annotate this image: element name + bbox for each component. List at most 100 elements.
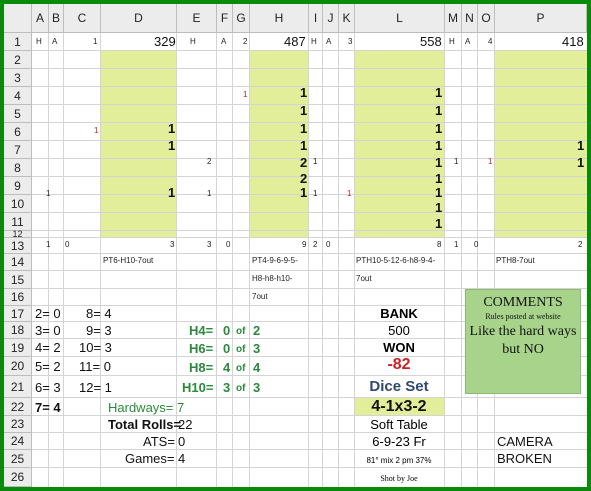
cell-j13[interactable]: 0 — [326, 240, 331, 249]
cell-l14-summary[interactable]: PTH10-5-12-6-h8-9-4- — [356, 256, 436, 265]
col-header-a[interactable]: A — [32, 4, 49, 33]
row-header-25[interactable]: 25 — [4, 450, 32, 468]
hardways-total[interactable]: Hardways= 7 — [108, 400, 185, 415]
cell-d1[interactable]: 329 — [154, 34, 176, 49]
hardway-h8-hit[interactable]: 4 — [223, 360, 231, 375]
total-rolls-value[interactable]: 22 — [178, 417, 193, 432]
row-header-23[interactable]: 23 — [4, 416, 32, 433]
cell-e10[interactable]: 1 — [207, 189, 212, 198]
row-header-15[interactable]: 15 — [4, 271, 32, 289]
row-header-12[interactable]: 12 — [4, 229, 32, 239]
col-header-p[interactable]: P — [495, 4, 587, 33]
count-5[interactable]: 5= 2 — [35, 359, 61, 374]
won-value[interactable]: -82 — [387, 356, 411, 373]
row-header-22[interactable]: 22 — [4, 398, 32, 416]
row-header-26[interactable]: 26 — [4, 468, 32, 487]
cell-l5[interactable]: 1 — [435, 103, 443, 118]
cell-h9[interactable]: 2 — [300, 171, 308, 186]
camera-label[interactable]: CAMERA — [497, 434, 553, 449]
cell-i1[interactable]: H — [311, 37, 317, 46]
cell-h14-summary[interactable]: PT4-9-6-9-5- — [252, 256, 298, 265]
cell-l6[interactable]: 1 — [435, 121, 443, 136]
row-header-13[interactable]: 13 — [4, 238, 32, 254]
cell-h10[interactable]: 1 — [300, 185, 308, 200]
hardway-h6-hit[interactable]: 0 — [223, 341, 231, 356]
cell-i13[interactable]: 2 — [313, 240, 318, 249]
col-header-h[interactable]: H — [250, 4, 309, 33]
cell-i10[interactable]: 1 — [313, 189, 318, 198]
cell-d10[interactable]: 1 — [168, 185, 176, 200]
cell-h7[interactable]: 1 — [300, 138, 308, 153]
games-value[interactable]: 4 — [178, 451, 186, 466]
cell-b1[interactable]: A — [52, 37, 58, 46]
cell-e13[interactable]: 3 — [207, 240, 212, 249]
row-header-6[interactable]: 6 — [4, 123, 32, 141]
cell-g1[interactable]: 2 — [243, 37, 248, 46]
cell-p13[interactable]: 2 — [578, 240, 583, 249]
cell-l10[interactable]: 1 — [435, 185, 443, 200]
row-header-7[interactable]: 7 — [4, 141, 32, 159]
cell-h6[interactable]: 1 — [300, 121, 308, 136]
row-header-16[interactable]: 16 — [4, 289, 32, 306]
cell-e1[interactable]: H — [190, 37, 196, 46]
hardway-h6-total[interactable]: 3 — [253, 341, 261, 356]
cell-m8[interactable]: 1 — [454, 157, 459, 166]
row-header-14[interactable]: 14 — [4, 254, 32, 271]
hardway-h4-label[interactable]: H4= — [189, 323, 214, 338]
col-header-m[interactable]: M — [445, 4, 462, 33]
hardway-h6-label[interactable]: H6= — [189, 341, 214, 356]
dice-set-value[interactable]: 4-1x3-2 — [371, 398, 427, 415]
row-header-3[interactable]: 3 — [4, 69, 32, 87]
cell-m1[interactable]: H — [449, 37, 455, 46]
count-2[interactable]: 2= 0 — [35, 306, 61, 321]
cell-i8[interactable]: 1 — [313, 157, 318, 166]
cell-h13[interactable]: 9 — [302, 240, 307, 249]
cell-h1[interactable]: 487 — [284, 34, 306, 49]
row-header-21[interactable]: 21 — [4, 376, 32, 398]
cell-l11[interactable]: 1 — [435, 200, 443, 215]
cell-f13[interactable]: 0 — [226, 240, 231, 249]
comments-note[interactable]: COMMENTS Rules posted at website Like th… — [465, 289, 581, 394]
cell-c6[interactable]: 1 — [94, 126, 99, 135]
cell-h8[interactable]: 2 — [300, 155, 308, 170]
cell-h15-summary[interactable]: H8-h8-h10- — [252, 274, 293, 283]
cell-h4[interactable]: 1 — [300, 85, 308, 100]
col-header-l[interactable]: L — [355, 4, 445, 33]
row-header-20[interactable]: 20 — [4, 357, 32, 376]
cell-l8[interactable]: 1 — [435, 155, 443, 170]
cell-l1[interactable]: 558 — [420, 34, 442, 49]
col-header-e[interactable]: E — [177, 4, 217, 33]
count-6[interactable]: 6= 3 — [35, 380, 61, 395]
cell-l15-summary[interactable]: 7out — [356, 274, 372, 283]
spreadsheet[interactable]: A B C D E F G H I J K L M N O P 1 2 3 4 … — [4, 4, 587, 487]
cell-k1[interactable]: 3 — [348, 37, 353, 46]
row-header-5[interactable]: 5 — [4, 105, 32, 123]
col-header-n[interactable]: N — [462, 4, 478, 33]
cell-a13[interactable]: 1 — [46, 240, 51, 249]
count-7[interactable]: 7= 4 — [35, 400, 61, 415]
cell-m13[interactable]: 1 — [454, 240, 459, 249]
cell-j1[interactable]: A — [326, 37, 332, 46]
col-header-d[interactable]: D — [101, 4, 177, 33]
hardway-h4-total[interactable]: 2 — [253, 323, 261, 338]
cell-n1[interactable]: A — [465, 37, 471, 46]
hardway-h8-label[interactable]: H8= — [189, 360, 214, 375]
hardway-h8-total[interactable]: 4 — [253, 360, 261, 375]
cell-a10[interactable]: 1 — [46, 189, 51, 198]
cell-p8[interactable]: 1 — [577, 155, 585, 170]
cell-l12[interactable]: 1 — [435, 216, 443, 231]
broken-label[interactable]: BROKEN — [497, 451, 552, 466]
cell-a1[interactable]: H — [36, 37, 42, 46]
row-header-19[interactable]: 19 — [4, 339, 32, 357]
hardway-h10-label[interactable]: H10= — [182, 380, 214, 395]
cell-o8[interactable]: 1 — [488, 157, 493, 166]
row-header-18[interactable]: 18 — [4, 322, 32, 339]
row-header-1[interactable]: 1 — [4, 33, 32, 51]
ats-value[interactable]: 0 — [178, 434, 186, 449]
cell-h16-summary[interactable]: 7out — [252, 292, 268, 301]
col-header-b[interactable]: B — [49, 4, 64, 33]
shot-by[interactable]: Shot by Joe — [380, 474, 418, 483]
weather[interactable]: 81° mix 2 pm 37% — [366, 456, 432, 465]
row-header-4[interactable]: 4 — [4, 87, 32, 105]
cell-k10[interactable]: 1 — [347, 189, 352, 198]
